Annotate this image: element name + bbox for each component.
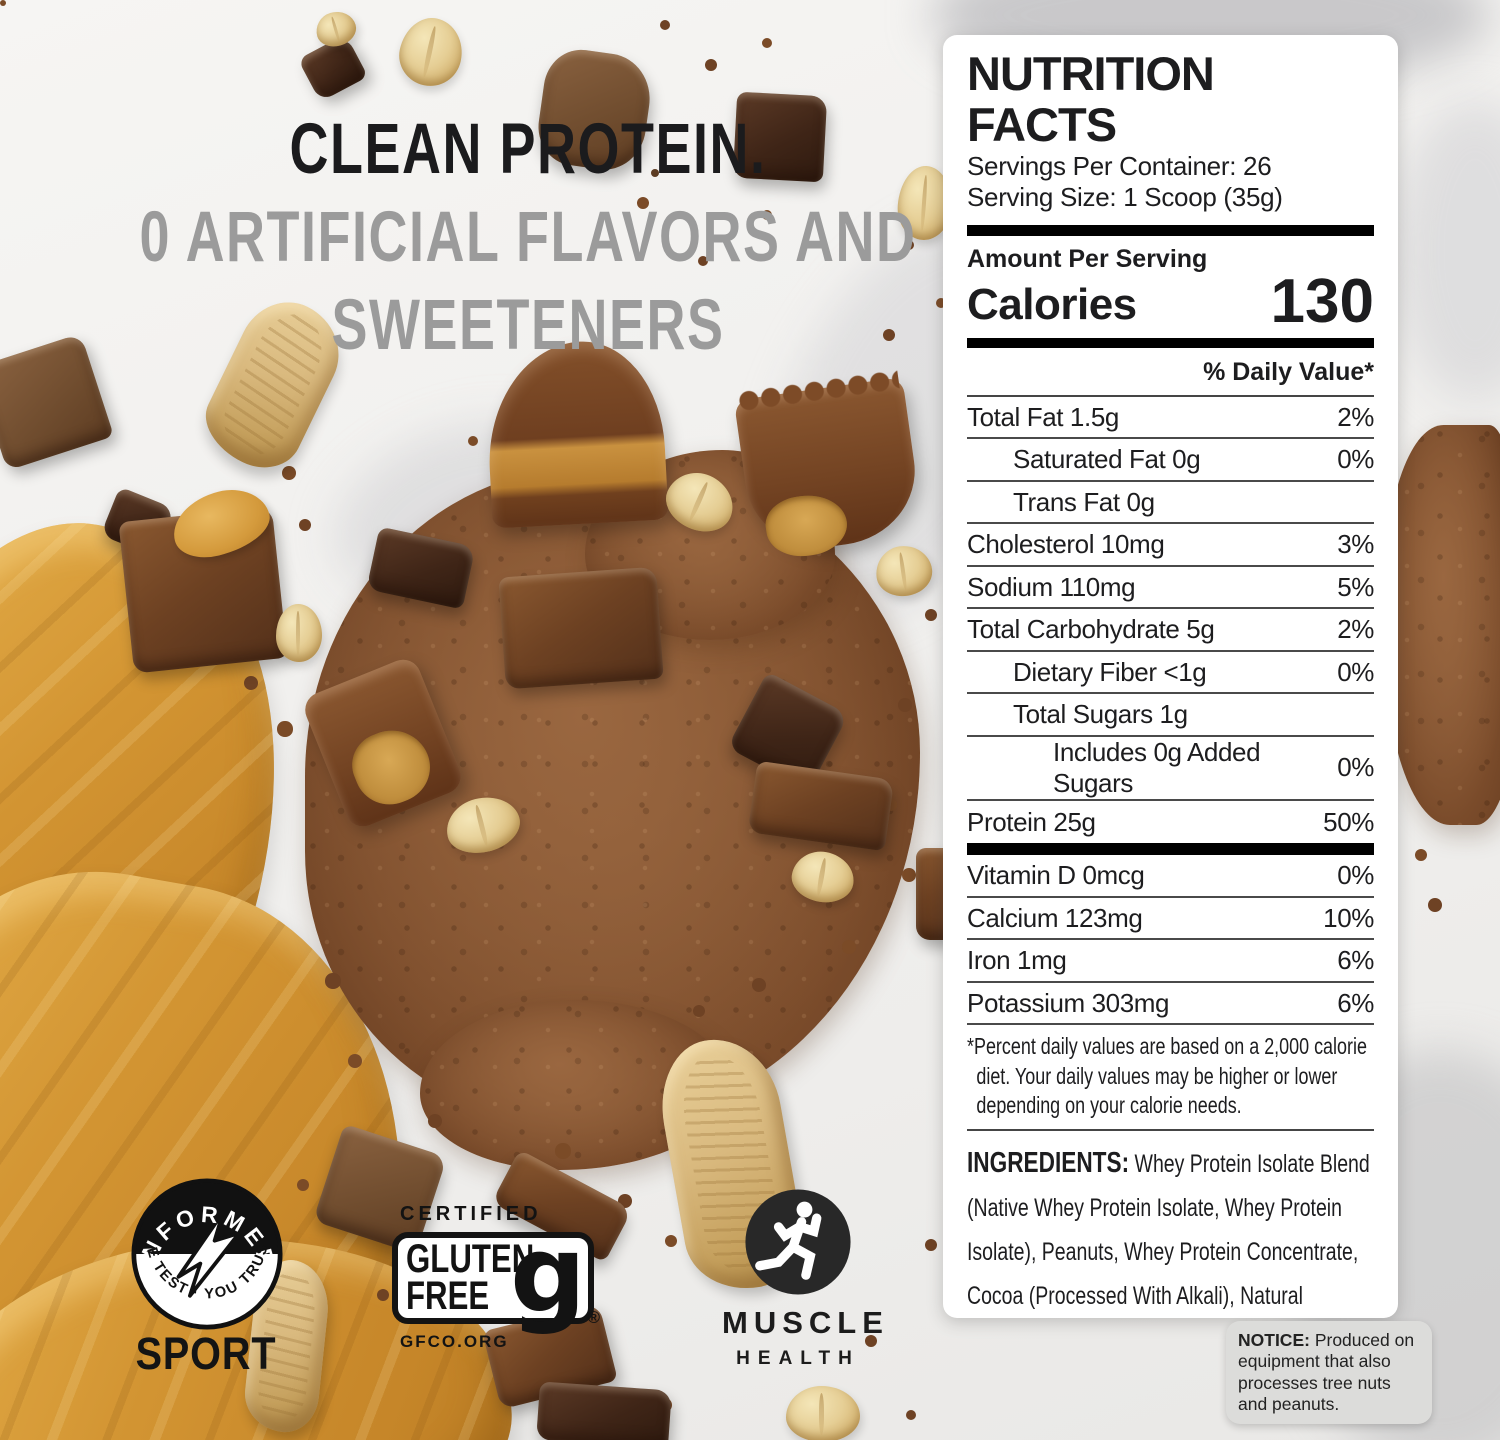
notice-text: Produced on equipment that also processe…	[1238, 1330, 1415, 1415]
row-value: 2%	[1337, 614, 1374, 645]
peanut	[276, 604, 322, 662]
notice-label: NOTICE:	[1238, 1330, 1310, 1350]
nutrition-title: NUTRITION FACTS	[967, 47, 1215, 151]
row-value: 5%	[1337, 571, 1374, 602]
chocolate-chunk	[498, 566, 664, 690]
row-label: Trans Fat 0g	[1013, 486, 1155, 517]
footnote-text: *Percent daily values are based on a 2,0…	[967, 1033, 1367, 1118]
row-label: Iron 1mg	[967, 945, 1067, 976]
notice-box: NOTICE: Produced on equipment that also …	[1226, 1321, 1432, 1425]
nutrition-row: Total Carbohydrate 5g 2%	[967, 609, 1374, 652]
gluten-free-g-icon: g	[510, 1213, 586, 1336]
row-value: 3%	[1337, 529, 1374, 560]
nutrition-row: Dietary Fiber <1g 0%	[967, 652, 1374, 695]
muscle-health-logo	[745, 1189, 851, 1295]
calories-label: Calories	[967, 279, 1137, 329]
row-value: 10%	[1323, 902, 1374, 933]
divider-thick	[967, 337, 1374, 348]
row-label: Dietary Fiber <1g	[1013, 656, 1207, 687]
row-value: 2%	[1337, 401, 1374, 432]
informed-sport-badge: INFORMED WE TEST · YOU TRUST	[131, 1178, 283, 1330]
marble-vein	[1395, 100, 1500, 400]
row-label: Cholesterol 10mg	[967, 529, 1165, 560]
nutrition-row: Trans Fat 0g	[967, 482, 1374, 525]
nutrition-row: Cholesterol 10mg 3%	[967, 524, 1374, 567]
nutrition-row: Total Sugars 1g	[967, 694, 1374, 737]
ingredients-label: INGREDIENTS:	[967, 1147, 1130, 1180]
peanut	[786, 1386, 860, 1440]
row-value: 6%	[1337, 945, 1374, 976]
gluten-free-word-1: GLUTEN	[406, 1236, 535, 1281]
peanut	[312, 7, 360, 51]
daily-value-header: % Daily Value*	[967, 352, 1374, 397]
row-label: Total Sugars 1g	[1013, 699, 1188, 730]
gluten-free-certified-label: CERTIFIED	[400, 1203, 542, 1225]
gluten-free-box: GLUTEN FREE g ®	[392, 1222, 600, 1328]
headline: CLEAN PROTEIN. 0 ARTIFICIAL FLAVORS AND …	[17, 106, 1039, 370]
calories-row: Calories 130	[967, 267, 1374, 337]
headline-line-2: 0 ARTIFICIAL FLAVORS AND	[139, 198, 917, 277]
nutrition-row: Sodium 110mg 5%	[967, 567, 1374, 610]
ingredients-text: Whey Protein Isolate Blend (Native Whey …	[967, 1150, 1370, 1311]
informed-sport-top-band	[135, 1182, 279, 1254]
row-label: Saturated Fat 0g	[1013, 444, 1201, 475]
nutrition-facts-panel: NUTRITION FACTS Servings Per Container: …	[943, 35, 1398, 1318]
row-value: 50%	[1323, 806, 1374, 837]
row-label: Sodium 110mg	[967, 571, 1136, 602]
nutrition-row: Potassium 303mg 6%	[967, 983, 1374, 1026]
runner-head	[796, 1201, 813, 1218]
cup-bite-filling	[342, 718, 441, 816]
chocolate-chunk	[536, 1381, 672, 1440]
row-value: 0%	[1337, 656, 1374, 687]
row-value: 0%	[1337, 444, 1374, 475]
nutrition-row: Includes 0g Added Sugars 0%	[967, 737, 1374, 801]
row-label: Total Carbohydrate 5g	[967, 614, 1215, 645]
muscle-health-runner-icon	[755, 1213, 822, 1280]
row-label: Includes 0g Added Sugars	[1053, 736, 1261, 798]
muscle-health-line-1: MUSCLE	[722, 1305, 889, 1340]
muscle-health-badge: MUSCLE HEALTH	[722, 1188, 889, 1370]
nutrition-row: Vitamin D 0mcg 0%	[967, 855, 1374, 898]
nutrition-row: Calcium 123mg 10%	[967, 898, 1374, 941]
row-label: Potassium 303mg	[967, 987, 1170, 1018]
peanut	[393, 12, 469, 92]
divider-thick	[967, 224, 1374, 236]
gluten-free-word-2: FREE	[406, 1274, 490, 1318]
nutrition-row: Protein 25g 50%	[967, 801, 1374, 844]
nutrition-row: Saturated Fat 0g 0%	[967, 439, 1374, 482]
row-label: Calcium 123mg	[967, 902, 1143, 933]
headline-line-1: CLEAN PROTEIN.	[289, 110, 767, 189]
informed-sport-star-icon	[176, 1210, 242, 1298]
row-value: 6%	[1337, 987, 1374, 1018]
registered-mark: ®	[587, 1308, 600, 1327]
servings-per-container: Servings Per Container: 26	[967, 150, 1272, 181]
cocoa-splash	[1385, 425, 1500, 825]
serving-size: Serving Size: 1 Scoop (35g)	[967, 182, 1283, 213]
nutrition-row: Total Fat 1.5g 2%	[967, 397, 1374, 440]
cocoa-crumbs	[0, 0, 6, 6]
gluten-free-badge: CERTIFIED GLUTEN FREE g ® GFCO.ORG	[392, 1203, 602, 1352]
footnote: *Percent daily values are based on a 2,0…	[967, 1025, 1374, 1132]
muscle-health-line-2: HEALTH	[736, 1348, 860, 1369]
row-label: Vitamin D 0mcg	[967, 860, 1145, 891]
amount-per-serving: Amount Per Serving	[967, 244, 1208, 273]
gluten-free-gfco-url: GFCO.ORG	[400, 1332, 509, 1351]
row-value: 0%	[1337, 752, 1374, 783]
nutrition-row: Iron 1mg 6%	[967, 940, 1374, 983]
row-value: 0%	[1337, 860, 1374, 891]
headline-line-3: SWEETENERS	[331, 286, 725, 365]
row-label: Protein 25g	[967, 806, 1096, 837]
calories-value: 130	[1270, 267, 1374, 337]
informed-sport-caption: SPORT	[135, 1328, 277, 1379]
ingredients: INGREDIENTS: Whey Protein Isolate Blend …	[967, 1141, 1374, 1318]
row-label: Total Fat 1.5g	[967, 401, 1119, 432]
divider-thick	[967, 843, 1374, 856]
